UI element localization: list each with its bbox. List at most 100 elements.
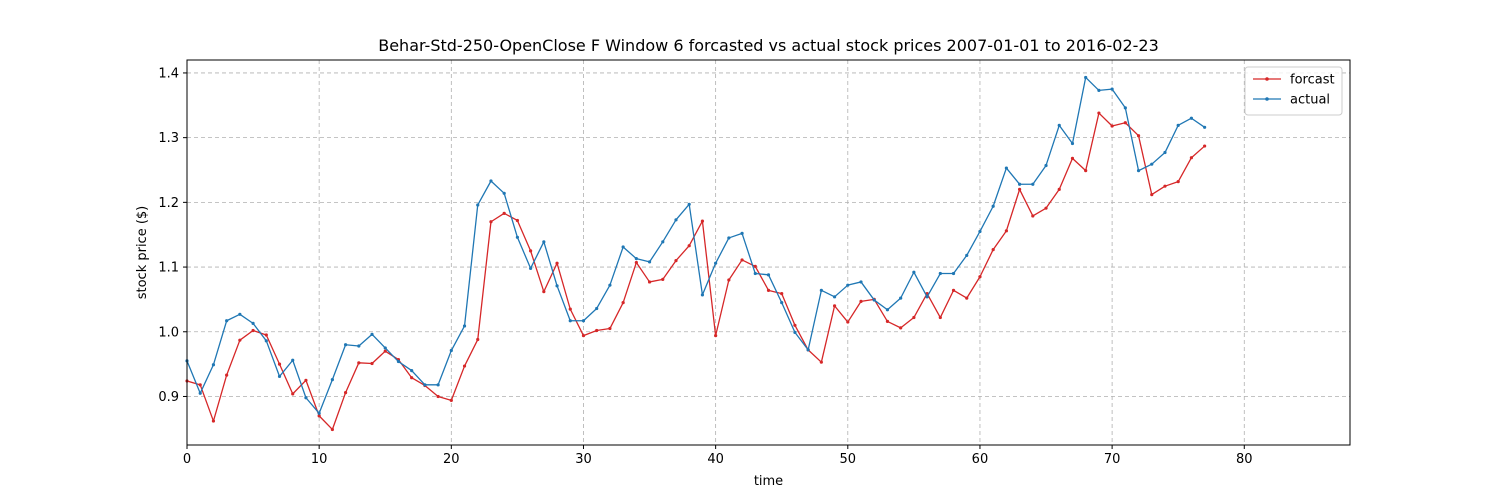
data-point-actual (357, 344, 361, 348)
data-point-forcast (515, 218, 520, 223)
data-point-actual (1097, 88, 1101, 93)
data-point-forcast (766, 288, 771, 292)
data-point-forcast (1150, 192, 1154, 197)
data-point-actual (806, 348, 810, 352)
data-point-forcast (225, 373, 229, 377)
data-point-forcast (410, 376, 414, 380)
data-point-forcast (1097, 111, 1101, 115)
data-point-forcast (251, 328, 255, 333)
data-point-forcast (1163, 184, 1167, 188)
data-point-actual (410, 368, 414, 373)
data-point-forcast (542, 290, 546, 294)
data-point-forcast (674, 258, 678, 263)
data-point-forcast (700, 219, 705, 223)
data-point-actual (383, 346, 387, 350)
data-point-actual (555, 284, 559, 288)
series-line-forcast (186, 112, 1206, 431)
data-point-forcast (383, 349, 387, 353)
data-point-actual (370, 332, 374, 336)
data-point-actual (859, 280, 863, 284)
data-point-actual (1189, 116, 1194, 120)
x-tick-label: 60 (972, 452, 989, 467)
data-point-forcast (317, 414, 321, 418)
legend-marker-forcast (1265, 77, 1269, 81)
data-point-actual (872, 298, 876, 302)
data-point-actual (225, 319, 229, 323)
data-point-forcast (595, 328, 599, 333)
data-point-forcast (1070, 156, 1075, 160)
x-tick-label: 70 (1104, 452, 1121, 467)
data-point-forcast (1110, 124, 1114, 128)
data-point-actual (343, 343, 348, 347)
data-point-forcast (449, 398, 453, 402)
data-point-forcast (753, 264, 757, 269)
x-tick-label: 40 (707, 452, 724, 467)
data-point-actual (1057, 123, 1061, 127)
data-point-actual (449, 348, 453, 353)
legend-label-actual: actual (1290, 93, 1330, 108)
data-point-actual (1136, 169, 1141, 173)
plot-frame (186, 59, 1351, 446)
data-point-actual (978, 229, 982, 234)
y-tick-label: 1.1 (158, 261, 179, 276)
y-tick-label: 0.9 (158, 390, 179, 405)
x-axis-label: time (754, 474, 783, 489)
x-tick-label: 80 (1236, 452, 1253, 467)
data-point-actual (238, 312, 242, 316)
data-point-forcast (462, 364, 467, 368)
y-tick-label: 1.4 (158, 66, 179, 81)
data-point-actual (925, 295, 929, 299)
x-tick-label: 30 (575, 452, 592, 467)
data-point-actual (291, 358, 295, 362)
data-point-actual (264, 339, 268, 343)
data-point-actual (489, 179, 493, 183)
data-point-actual (647, 260, 652, 264)
x-tick-label: 10 (311, 452, 328, 467)
data-point-actual (832, 295, 837, 299)
data-point-forcast (714, 334, 718, 338)
data-point-actual (634, 257, 638, 261)
data-point-actual (529, 266, 533, 270)
chart-title: Behar-Std-250-OpenClose F Window 6 forca… (378, 36, 1159, 55)
data-point-actual (1123, 106, 1127, 110)
data-point-forcast (846, 320, 850, 324)
data-point-actual (1004, 166, 1008, 170)
data-point-actual (1070, 141, 1075, 146)
data-point-forcast (1136, 134, 1141, 138)
data-point-forcast (555, 261, 559, 265)
data-point-forcast (727, 278, 731, 282)
data-point-forcast (793, 323, 797, 327)
data-point-forcast (343, 390, 348, 395)
data-point-forcast (1018, 187, 1022, 192)
data-point-forcast (198, 383, 202, 387)
y-tick-label: 1.3 (158, 131, 179, 146)
data-point-forcast (489, 220, 493, 224)
data-point-forcast (211, 419, 216, 423)
data-point-actual (277, 374, 282, 379)
data-point-forcast (859, 299, 863, 303)
data-point-forcast (1004, 229, 1008, 233)
legend-label-forcast: forcast (1290, 73, 1335, 88)
data-point-forcast (661, 277, 665, 281)
data-point-actual (198, 391, 202, 395)
data-point-forcast (370, 361, 374, 366)
data-point-forcast (291, 392, 295, 396)
data-point-actual (317, 411, 321, 415)
data-point-actual (938, 271, 942, 276)
data-point-actual (753, 271, 757, 276)
data-point-forcast (529, 249, 533, 253)
data-point-forcast (819, 360, 823, 364)
data-point-actual (951, 271, 956, 276)
data-point-actual (595, 306, 599, 311)
data-point-forcast (634, 260, 638, 265)
data-point-forcast (978, 275, 982, 279)
data-point-forcast (951, 288, 956, 292)
legend: forcast actual (1244, 66, 1343, 116)
data-point-actual (740, 231, 744, 236)
data-point-actual (1163, 150, 1167, 155)
data-point-forcast (1203, 144, 1207, 148)
data-point-actual (674, 218, 678, 222)
data-point-actual (700, 293, 705, 297)
data-point-forcast (1031, 214, 1035, 218)
data-point-actual (396, 359, 401, 364)
